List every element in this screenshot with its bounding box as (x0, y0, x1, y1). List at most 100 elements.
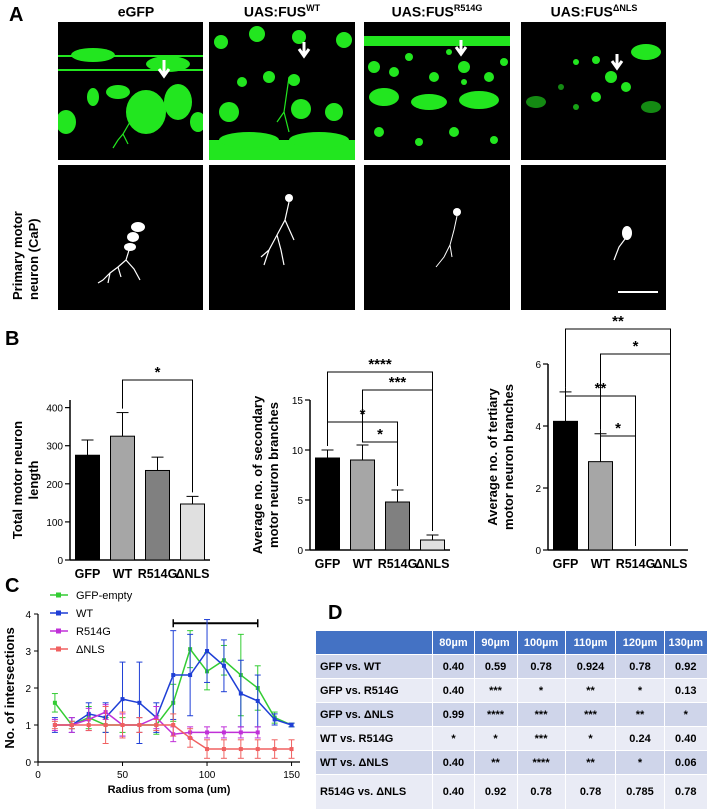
panel-c-chart: 0 1 2 3 4 0 50 100 150 Radius from soma (um) No. o… (2, 590, 300, 796)
table-cell: *** (516, 702, 566, 727)
table-cell: 0.92 (663, 654, 708, 679)
data-point (103, 723, 108, 727)
gfp-signal-r514g (364, 36, 510, 146)
table-cell: * (615, 678, 665, 703)
legend-marker (56, 610, 61, 616)
y-axis-label: Average no. of tertiarymotor neuron bran… (485, 384, 516, 530)
row-label-line-1: Primary motor (10, 211, 25, 300)
column-header-sup: R514G (453, 3, 483, 13)
data-point (154, 723, 159, 727)
data-point (188, 735, 193, 740)
table-cell: 0.40 (432, 654, 475, 679)
arrow-icon (297, 42, 311, 59)
significance-label: * (360, 406, 366, 423)
legend-marker (56, 628, 61, 634)
data-point (171, 673, 176, 678)
table-row-header: GFP vs. WT (314, 654, 434, 679)
x-tick-label: WT (113, 567, 133, 580)
column-header-fus-r514g: UAS:FUSR514G (364, 3, 510, 20)
y-axis-label: No. of intersections (2, 627, 17, 748)
data-point (221, 663, 226, 668)
x-tick-label: GFP (315, 557, 341, 571)
x-tick-label: R514G (616, 557, 656, 571)
y-axis-label-line: Average no. of tertiary (485, 387, 500, 525)
y-axis-label-line: motor neuron branches (266, 402, 281, 548)
y-tick-label: 1 (25, 721, 31, 732)
table-cell: 0.99 (432, 702, 475, 727)
table-cell: *** (516, 726, 566, 751)
table-cell: * (663, 702, 708, 727)
significance-label: * (633, 338, 639, 355)
table-header-cell (314, 630, 434, 655)
significance-bracket (600, 353, 671, 546)
gfp-signal-dnls (526, 44, 661, 113)
x-tick-label: GFP (75, 567, 101, 580)
table-cell: 0.24 (615, 726, 665, 751)
table-cell: 0.40 (432, 774, 475, 810)
gfp-signal-wt (209, 26, 355, 160)
table-cell: 0.40 (663, 726, 708, 751)
data-point (238, 730, 243, 735)
table-cell: 0.59 (473, 654, 518, 679)
row-label-line-2: neuron (CaP) (26, 218, 41, 300)
table-cell: **** (473, 702, 518, 727)
table-header-cell: 80µm (432, 630, 475, 655)
significance-bracket (362, 441, 398, 486)
bar (75, 454, 100, 561)
x-tick-label: 150 (283, 770, 300, 781)
neuron-dnls (613, 226, 632, 261)
significance-bracket (327, 371, 433, 531)
data-point (137, 700, 142, 705)
micrograph-egfp-cap (58, 165, 203, 310)
table-row-header: WT vs. R514G (314, 726, 434, 751)
panel-d-label: D (328, 602, 343, 624)
table-cell: 0.78 (564, 774, 617, 810)
column-header-base: eGFP (117, 3, 155, 20)
scale-bar (618, 291, 658, 293)
y-tick-label: 400 (46, 404, 63, 415)
table-row-header: GFP vs. R514G (314, 678, 434, 703)
column-header-base: UAS:FUS (243, 3, 307, 20)
table-header-cell: 100µm (516, 630, 566, 655)
significance-label: *** (389, 374, 407, 391)
table-row: GFP vs. R514G 0.40 *** * ** * 0.13 (314, 678, 708, 703)
y-tick-label: 0 (25, 758, 31, 769)
table-header-cell: 90µm (473, 630, 518, 655)
y-axis-label-line: Total motor neuron (10, 421, 25, 539)
table-cell: * (516, 678, 566, 703)
bar (588, 461, 613, 551)
table-cell: 0.78 (615, 654, 665, 679)
data-point (137, 723, 142, 727)
data-point (86, 723, 91, 727)
column-header-egfp: eGFP (63, 3, 209, 20)
significance-bracket (600, 429, 636, 546)
data-point (120, 723, 125, 727)
bar (145, 469, 170, 561)
column-header-sup: WT (306, 3, 321, 13)
table-row: R514G vs. ΔNLS 0.40 0.92 0.78 0.78 0.785… (314, 774, 708, 810)
significance-label: * (377, 426, 383, 443)
y-tick-label: 0 (57, 556, 63, 567)
panel-a-label: A (9, 4, 24, 26)
panel-b-label: B (5, 328, 20, 350)
arrow-icon (610, 54, 624, 71)
significance-bracket (122, 379, 193, 493)
data-point (221, 730, 226, 735)
bar-chart-1: 0 5 10 15 Average no. of secondarymotor neur… (250, 356, 450, 571)
table-header-cell: 120µm (615, 630, 665, 655)
x-axis-label: Radius from soma (um) (108, 784, 231, 796)
x-tick-label: 50 (117, 770, 129, 781)
significance-label: ** (595, 380, 607, 397)
micrograph-r514g-cap (364, 165, 510, 310)
table-cell: ** (564, 750, 617, 775)
table-cell: ** (615, 702, 665, 727)
table-cell: 0.06 (663, 750, 708, 775)
table-row-header: WT vs. ΔNLS (314, 750, 434, 775)
table-cell: * (615, 750, 665, 775)
table-cell: **** (516, 750, 566, 775)
micrograph-r514g-gfp (364, 22, 510, 160)
y-tick-label: 2 (535, 484, 541, 495)
data-point (154, 715, 159, 720)
y-tick-label: 0 (297, 546, 303, 557)
